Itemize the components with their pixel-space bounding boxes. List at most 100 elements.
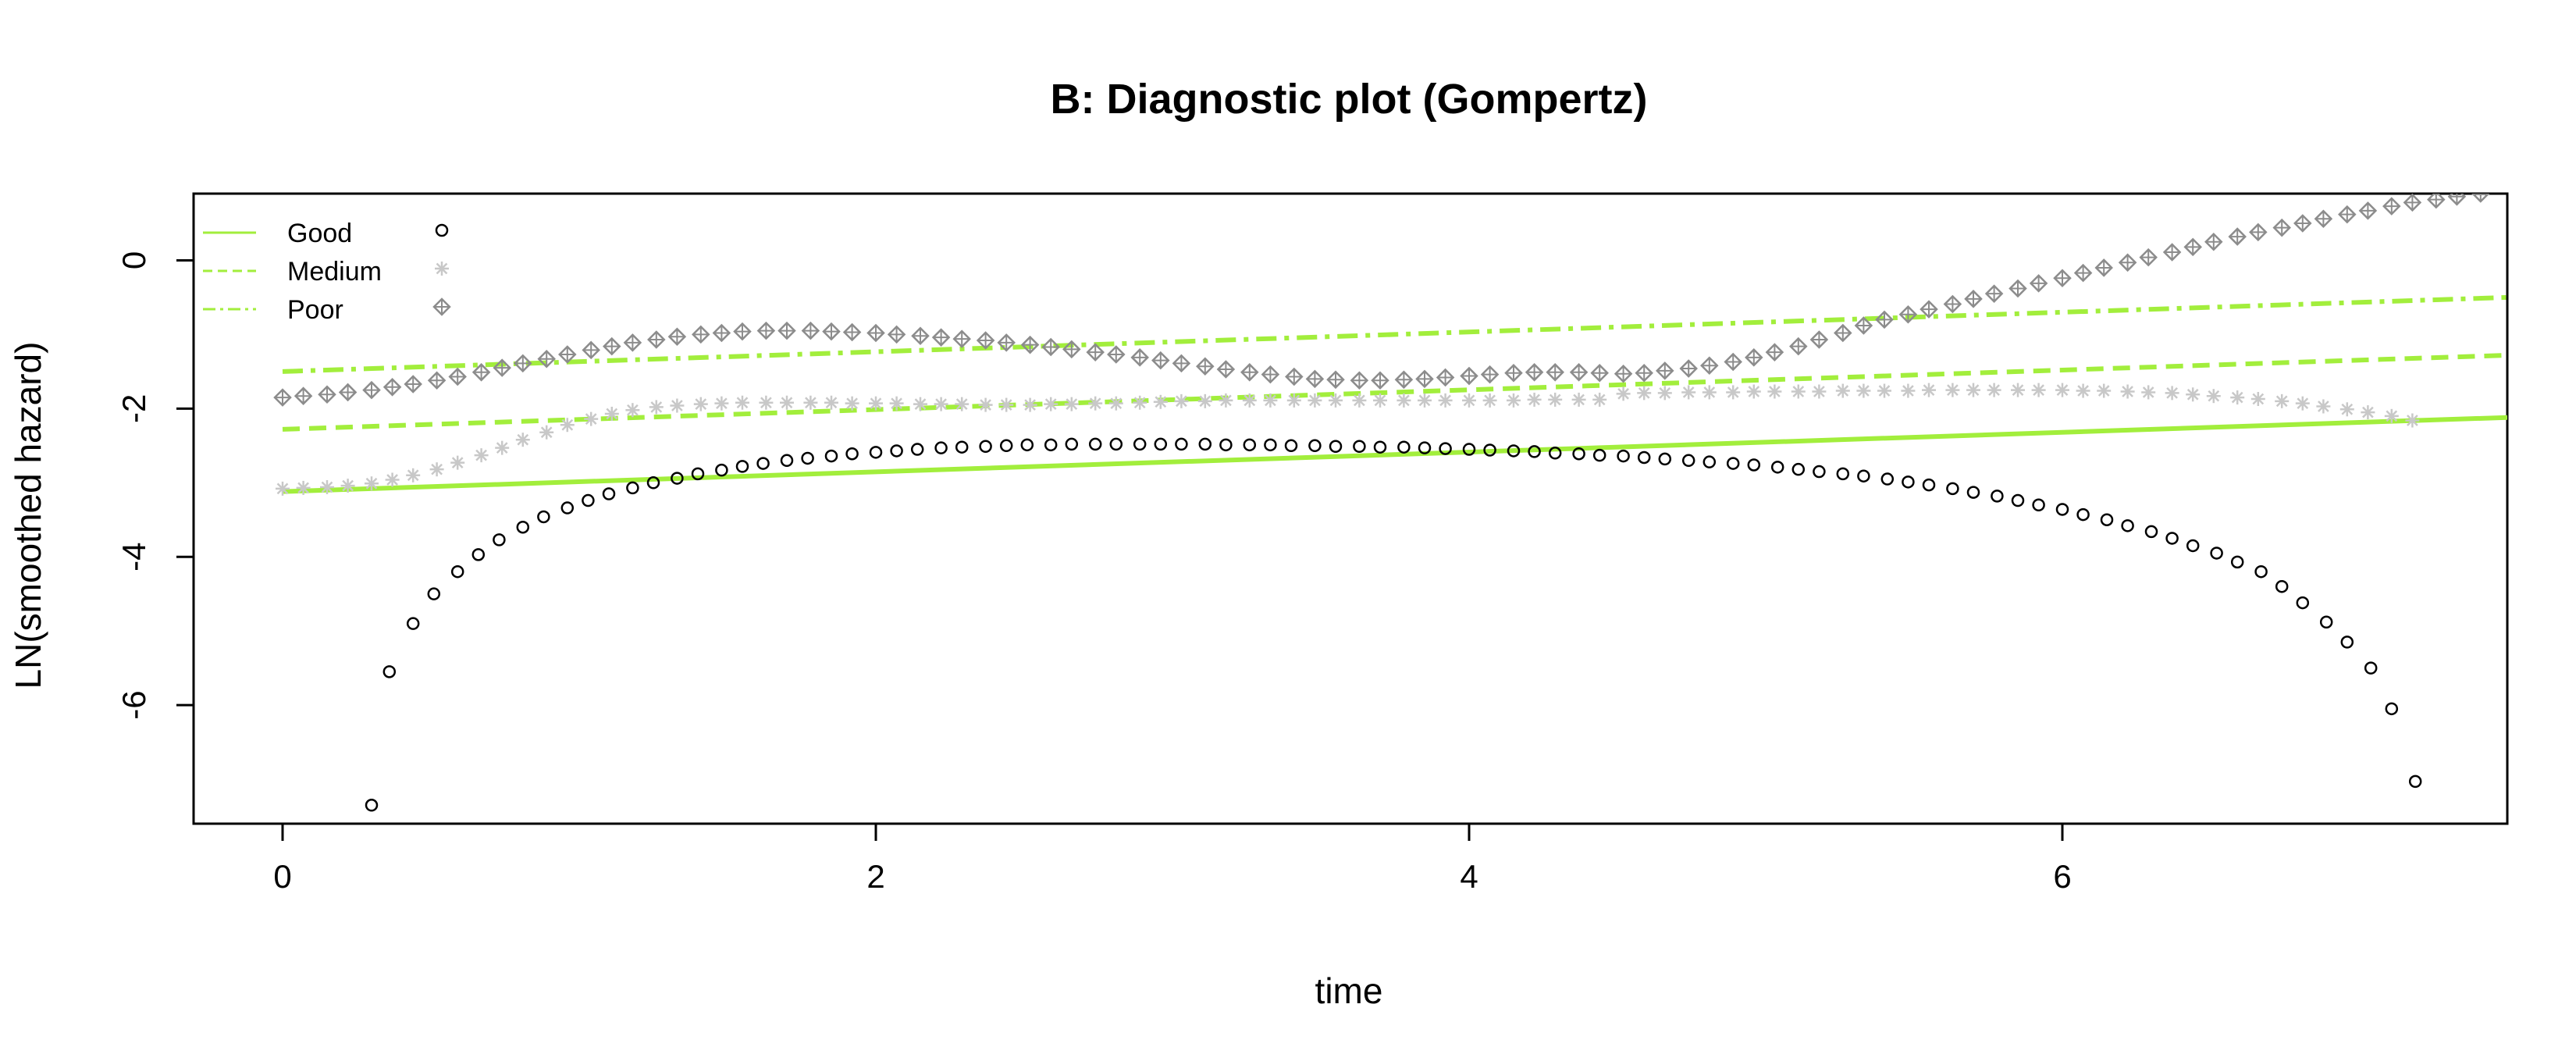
point-good (2165, 532, 2179, 545)
point-medium (1527, 392, 1542, 407)
series-poor (273, 194, 2490, 407)
point-good (1065, 437, 1079, 451)
point-medium (1877, 383, 1891, 398)
point-good (1880, 472, 1895, 486)
point-poor (2029, 274, 2048, 293)
legend-marker-poor (432, 297, 451, 316)
point-medium (2275, 393, 2290, 408)
point-good (2210, 547, 2223, 560)
point-poor (1789, 336, 1808, 356)
point-medium (1571, 392, 1586, 407)
point-medium (869, 396, 883, 411)
point-medium (803, 395, 818, 410)
point-good (1175, 437, 1188, 451)
point-medium (2186, 387, 2201, 402)
asterisk-stroke (650, 401, 663, 413)
asterisk-stroke (2056, 384, 2069, 396)
asterisk-stroke (2142, 386, 2154, 398)
asterisk-stroke (1659, 387, 1671, 399)
point-medium (649, 400, 664, 415)
asterisk-stroke (386, 474, 398, 486)
point-poor (2118, 253, 2137, 272)
asterisk-stroke (407, 469, 419, 482)
asterisk-stroke (1089, 397, 1101, 410)
point-medium (2076, 383, 2090, 398)
point-good (955, 440, 969, 454)
point-good (1109, 437, 1123, 451)
point-poor (1875, 310, 1894, 329)
point-medium (1791, 384, 1806, 399)
point-poor (952, 329, 971, 348)
plot-frame (192, 192, 2509, 825)
point-good (365, 799, 379, 812)
point-good (1353, 440, 1366, 453)
point-good (1592, 448, 1606, 462)
point-poor (1898, 304, 1918, 324)
point-medium (1438, 393, 1453, 408)
point-good (1528, 445, 1541, 458)
asterisk-stroke (2341, 403, 2354, 415)
asterisk-stroke (760, 397, 772, 409)
point-good (934, 441, 948, 454)
point-poor (1525, 363, 1544, 382)
asterisk-stroke (1133, 397, 1146, 409)
point-medium (450, 455, 465, 470)
asterisk-stroke (342, 479, 354, 492)
asterisk-stroke (1748, 386, 1760, 397)
point-medium (1835, 383, 1850, 398)
asterisk-stroke (1484, 394, 1496, 407)
point-good (910, 443, 924, 456)
point-medium (1064, 397, 1079, 411)
point-poor (842, 322, 862, 342)
point-poor (866, 323, 885, 343)
point-good (845, 447, 859, 461)
point-medium (276, 481, 290, 496)
point-good (801, 451, 814, 465)
point-poor (1765, 343, 1784, 361)
point-medium (1418, 393, 1432, 408)
point-medium (1242, 393, 1257, 408)
point-medium (1329, 393, 1343, 408)
point-good (1902, 475, 1915, 489)
point-good (646, 476, 660, 490)
point-poor (1745, 348, 1763, 367)
point-poor (1569, 363, 1589, 382)
point-medium (1023, 397, 1037, 412)
asterisk-stroke (1593, 393, 1606, 406)
point-poor (911, 326, 930, 346)
asterisk-stroke (1329, 394, 1342, 407)
point-poor (471, 363, 491, 382)
asterisk-stroke (1947, 384, 1959, 396)
point-medium (1812, 384, 1827, 399)
point-medium (1548, 392, 1563, 407)
point-medium (340, 479, 355, 493)
point-poor (2471, 194, 2490, 203)
point-medium (1397, 393, 1411, 408)
asterisk-stroke (1988, 384, 2000, 396)
asterisk-stroke (1682, 386, 1695, 398)
legend-marker-medium (435, 262, 449, 276)
point-poor (1394, 370, 1414, 390)
point-good (824, 449, 838, 463)
asterisk-stroke (1703, 386, 1716, 398)
asterisk-stroke (2407, 415, 2418, 426)
point-medium (429, 462, 444, 477)
point-good (756, 457, 770, 470)
asterisk-stroke (2122, 386, 2133, 397)
point-good (979, 440, 992, 453)
point-poor (2162, 243, 2182, 262)
point-good (427, 587, 441, 600)
asterisk-stroke (606, 408, 618, 420)
point-good (2100, 513, 2114, 526)
asterisk-stroke (585, 413, 597, 425)
point-medium (1592, 392, 1607, 407)
legend-marker-good (435, 223, 449, 237)
point-good (2055, 503, 2069, 516)
asterisk-stroke (2318, 401, 2329, 412)
point-good (735, 460, 749, 473)
point-medium (1352, 393, 1367, 408)
point-good (471, 548, 486, 561)
x-tick-label: 6 (2053, 858, 2071, 895)
point-good (2121, 519, 2134, 532)
point-good (602, 487, 616, 500)
